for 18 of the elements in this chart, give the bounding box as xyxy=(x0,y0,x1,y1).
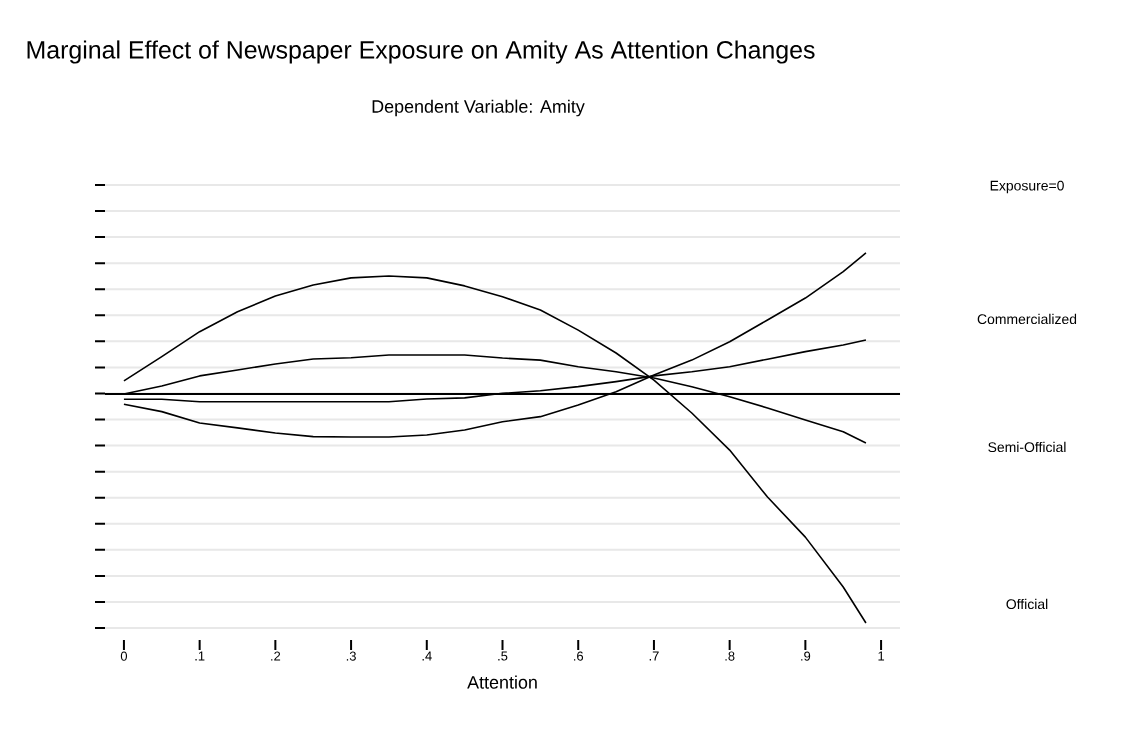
text: Official xyxy=(1006,598,1048,610)
x-tick-label: .2 xyxy=(271,651,281,661)
x-tick-label: .3 xyxy=(346,651,356,661)
chart-subtitle: Dependent Variable: Amity xyxy=(372,99,585,117)
text: Commercialized xyxy=(977,313,1077,325)
x-tick-label: 1 xyxy=(878,651,885,661)
x-tick-label: .8 xyxy=(725,651,735,661)
x-tick-label: .7 xyxy=(649,651,659,661)
x-tick-label: .1 xyxy=(195,651,205,661)
x-tick-label: .6 xyxy=(574,651,584,661)
x-tick-label: .9 xyxy=(801,651,811,661)
chart-title: Marginal Effect of Newspaper Exposure on Amity As Attention Changes xyxy=(27,40,815,64)
text: Semi-Official xyxy=(988,441,1066,453)
x-tick-label: .5 xyxy=(498,651,508,661)
x-tick-label: 0 xyxy=(120,651,128,661)
x-tick-label: .4 xyxy=(422,651,432,661)
x-axis-title: Attention xyxy=(467,675,537,689)
text: Exposure=0 xyxy=(990,180,1064,194)
